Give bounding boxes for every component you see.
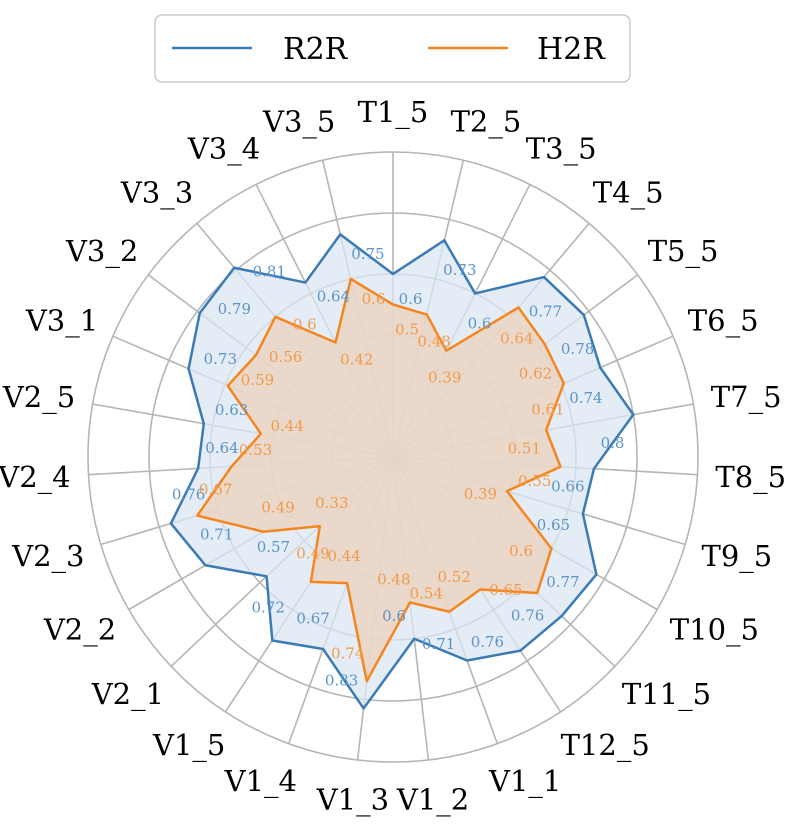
axis-label-T2_5: T2_5 (451, 104, 522, 139)
axis-label-V2_2: V2_2 (43, 613, 116, 648)
value-label-r2r-T4_5: 0.77 (529, 302, 562, 320)
axis-labels: T1_5 T2_5T3_5 T4_5 T5_5 T6_5 T7_5 T8_5 T9_5 T10_… (0, 95, 786, 818)
value-label-r2r-T10_5: 0.77 (546, 573, 579, 591)
value-label-r2r-V1_3: 0.83 (325, 671, 358, 689)
axis-label-T6_5: T6_5 (688, 303, 759, 338)
value-label-h2r-V3_4: 0.42 (340, 350, 373, 368)
value-label-r2r-V2_3: 0.76 (172, 485, 205, 503)
value-label-h2r-V2_2: 0.49 (261, 498, 294, 516)
value-label-h2r-T6_5: 0.61 (531, 401, 564, 419)
value-label-h2r-V3_5: 0.6 (362, 290, 386, 308)
axis-label-V2_5: V2_5 (2, 380, 75, 415)
axis-label-V1_1: V1_1 (488, 764, 561, 799)
axis-label-T7_5: T7_5 (711, 380, 782, 415)
axis-label-V3_4: V3_4 (187, 132, 260, 167)
series-area-h2r (197, 278, 564, 682)
value-label-h2r-V1_3: 0.74 (331, 645, 364, 663)
value-label-r2r-V1_4: 0.67 (296, 610, 329, 628)
axis-label-V1_4: V1_4 (224, 764, 297, 799)
value-label-h2r-T10_5: 0.6 (509, 542, 533, 560)
legend-label-h2r: H2R (537, 32, 606, 67)
value-label-h2r-V1_2: 0.48 (377, 570, 410, 588)
value-label-h2r-V1_4: 0.44 (327, 547, 360, 565)
axis-label-T12_5: T12_5 (561, 728, 650, 763)
value-label-h2r-V3_2: 0.56 (269, 348, 302, 366)
series-line-h2r (195, 277, 566, 683)
value-label-h2r-V2_5: 0.44 (270, 417, 303, 435)
value-label-r2r-T3_5: 0.6 (468, 315, 492, 333)
value-label-h2r-T11_5: 0.65 (489, 581, 522, 599)
value-label-h2r-T4_5: 0.64 (500, 330, 533, 348)
value-label-h2r-V2_3: 0.67 (199, 480, 232, 498)
value-label-r2r-V2_4: 0.64 (205, 439, 238, 457)
value-label-h2r-T7_5: 0.51 (508, 440, 541, 458)
axis-label-T3_5: T3_5 (526, 132, 597, 167)
value-label-r2r-T6_5: 0.74 (569, 389, 602, 407)
value-label-r2r-T12_5: 0.76 (471, 633, 504, 651)
axis-label-T1_5: T1_5 (358, 95, 429, 130)
axis-label-T9_5: T9_5 (702, 539, 773, 574)
axis-label-T5_5: T5_5 (648, 234, 719, 269)
axis-label-V2_4: V2_4 (0, 460, 71, 495)
value-label-r2r-T1_5: 0.6 (399, 290, 423, 308)
value-label-h2r-V2_4: 0.53 (239, 441, 272, 459)
value-label-h2r-V1_1: 0.54 (410, 585, 443, 603)
value-label-r2r-V3_5: 0.75 (351, 245, 384, 263)
value-label-r2r-T2_5: 0.73 (443, 261, 476, 279)
value-label-r2r-T5_5: 0.78 (561, 340, 594, 358)
value-label-h2r-T2_5: 0.48 (417, 333, 450, 351)
legend: R2R H2R (154, 14, 631, 83)
value-label-r2r-V1_1: 0.71 (422, 635, 455, 653)
value-label-h2r-T12_5: 0.52 (437, 568, 470, 586)
value-label-h2r-T3_5: 0.39 (428, 368, 461, 386)
axis-label-V3_1: V3_1 (25, 303, 98, 338)
legend-box (154, 14, 631, 83)
legend-label-r2r: R2R (283, 32, 349, 67)
value-label-r2r-V3_4: 0.64 (317, 288, 350, 306)
value-label-r2r-V2_1: 0.57 (257, 538, 290, 556)
axis-label-V1_5: V1_5 (152, 728, 225, 763)
axis-label-T11_5: T11_5 (622, 677, 711, 712)
axis-label-T10_5: T10_5 (670, 613, 759, 648)
value-label-r2r-V3_2: 0.79 (218, 300, 251, 318)
value-label-r2r-V3_3: 0.81 (253, 262, 286, 280)
axis-label-V1_2: V1_2 (396, 783, 469, 818)
value-label-h2r-V1_5: 0.49 (296, 545, 329, 563)
radar-series (169, 233, 635, 710)
value-label-r2r-V2_2: 0.71 (200, 525, 233, 543)
value-label-r2r-V1_5: 0.72 (251, 599, 284, 617)
value-label-r2r-T7_5: 0.8 (601, 434, 625, 452)
series-line-r2r (169, 233, 635, 710)
value-label-h2r-T1_5: 0.5 (395, 320, 419, 338)
axis-label-V1_3: V1_3 (316, 783, 389, 818)
axis-label-V3_2: V3_2 (65, 234, 138, 269)
value-label-h2r-T5_5: 0.62 (519, 365, 552, 383)
axis-label-V2_1: V2_1 (91, 677, 164, 712)
axis-label-V3_5: V3_5 (262, 104, 335, 139)
value-label-r2r-T8_5: 0.66 (551, 478, 584, 496)
value-label-h2r-V2_1: 0.33 (315, 494, 348, 512)
value-label-r2r-V3_1: 0.73 (204, 350, 237, 368)
value-label-r2r-V2_5: 0.63 (215, 401, 248, 419)
value-label-r2r-T9_5: 0.65 (537, 516, 570, 534)
value-label-h2r-V3_3: 0.6 (293, 316, 317, 334)
axis-label-T8_5: T8_5 (715, 460, 786, 495)
value-labels: 0.60.730.60.770.780.740.80.660.650.770.7… (172, 245, 625, 690)
axis-label-V3_3: V3_3 (120, 176, 193, 211)
value-label-h2r-T8_5: 0.55 (518, 472, 551, 490)
value-label-r2r-T11_5: 0.76 (511, 606, 544, 624)
value-label-h2r-T9_5: 0.39 (464, 485, 497, 503)
value-label-r2r-V1_2: 0.6 (382, 607, 406, 625)
axis-label-T4_5: T4_5 (593, 176, 664, 211)
value-label-h2r-V3_1: 0.59 (241, 371, 274, 389)
axis-label-V2_3: V2_3 (11, 539, 84, 574)
